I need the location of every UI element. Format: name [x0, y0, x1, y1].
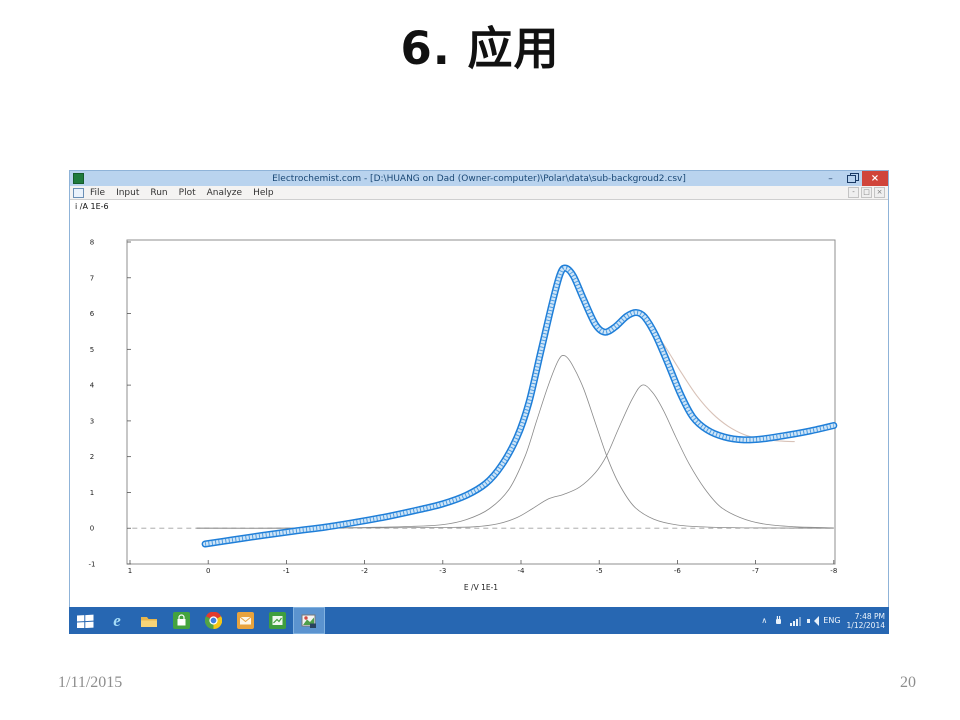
power-plug-icon[interactable]	[773, 615, 784, 626]
svg-text:-1: -1	[283, 567, 290, 575]
restore-icon	[847, 172, 859, 183]
mail-app-icon	[236, 612, 254, 629]
taskbar-item-mail-app[interactable]	[229, 607, 261, 634]
svg-text:-1: -1	[89, 561, 96, 569]
close-button[interactable]: ×	[862, 171, 888, 186]
internet-explorer-icon: e	[113, 611, 121, 630]
menu-bar: File Input Run Plot Analyze Help - □ ×	[70, 186, 888, 200]
taskbar-item-electrochemist-active[interactable]	[293, 607, 325, 634]
svg-text:1: 1	[128, 567, 132, 575]
svg-text:6: 6	[90, 310, 95, 318]
taskbar-item-windows-store[interactable]	[165, 607, 197, 634]
folder-icon	[141, 616, 157, 627]
svg-text:-6: -6	[674, 567, 682, 575]
voltammogram-chart: 1 0 -1 -2 -3 -4 -5 -6 -7 -8 8 7 6 5 4 3 2 1 0 -1 E /V 1E-1	[89, 239, 838, 592]
svg-text:-5: -5	[596, 567, 603, 575]
clock[interactable]: 7:48 PM 1/12/2014	[847, 612, 885, 630]
svg-text:5: 5	[90, 346, 94, 354]
electrochemist-window: Electrochemist.com - [D:\HUANG on Dad (O…	[69, 170, 889, 607]
svg-text:2: 2	[90, 453, 94, 461]
app-icon	[73, 173, 84, 184]
slide-page-number: 20	[900, 674, 916, 691]
menu-item-file[interactable]: File	[90, 187, 106, 198]
svg-text:4: 4	[90, 382, 95, 390]
restore-button[interactable]	[841, 171, 862, 186]
svg-text:0: 0	[90, 525, 94, 533]
green-app-icon	[268, 612, 286, 629]
taskbar-item-green-app[interactable]	[261, 607, 293, 634]
svg-text:-4: -4	[518, 567, 526, 575]
window-titlebar[interactable]: Electrochemist.com - [D:\HUANG on Dad (O…	[70, 171, 888, 186]
clock-time: 7:48 PM	[854, 611, 885, 621]
minimize-button[interactable]: –	[828, 173, 833, 184]
language-indicator[interactable]: ENG	[823, 616, 841, 625]
menu-item-input[interactable]: Input	[116, 187, 140, 198]
electrochemist-app-icon	[301, 614, 316, 628]
network-icon[interactable]	[790, 616, 802, 626]
system-tray: ∧ ENG 7:48 PM 1/12/2014	[761, 607, 889, 634]
svg-text:-8: -8	[830, 567, 837, 575]
svg-text:-3: -3	[439, 567, 446, 575]
window-title: Electrochemist.com - [D:\HUANG on Dad (O…	[272, 173, 686, 184]
store-icon	[172, 612, 190, 629]
mdi-control-restore[interactable]: □	[861, 187, 872, 198]
tray-expand-icon[interactable]: ∧	[761, 616, 768, 625]
svg-text:1: 1	[90, 489, 94, 497]
svg-text:0: 0	[206, 567, 210, 575]
svg-text:-2: -2	[361, 567, 368, 575]
menu-items: File Input Run Plot Analyze Help	[90, 188, 285, 198]
clock-date: 1/12/2014	[846, 620, 885, 630]
svg-text:7: 7	[90, 274, 94, 282]
svg-text:8: 8	[90, 239, 94, 247]
windows-logo-icon	[76, 614, 93, 628]
speaker-icon[interactable]	[807, 615, 820, 626]
menu-item-help[interactable]: Help	[253, 187, 274, 198]
start-button[interactable]	[69, 607, 101, 634]
slide-footer-date: 1/11/2015	[58, 674, 123, 691]
chart-client-area: i /A 1E-6 1 0 -1 -2 -3 -4 -5 -6 -7 -8 8 7 6 5 4 3 2 1 0 -1 E…	[70, 200, 888, 607]
mdi-document-icon[interactable]	[73, 187, 84, 198]
svg-text:3: 3	[90, 417, 94, 425]
menu-item-plot[interactable]: Plot	[178, 187, 196, 198]
y-axis-title: i /A 1E-6	[75, 202, 109, 211]
menu-item-run[interactable]: Run	[150, 187, 168, 198]
mdi-control-minimize[interactable]: -	[848, 187, 859, 198]
svg-text:E /V 1E-1: E /V 1E-1	[464, 583, 498, 592]
taskbar-item-file-explorer[interactable]	[133, 607, 165, 634]
menu-item-analyze[interactable]: Analyze	[206, 187, 243, 198]
taskbar: e	[69, 607, 889, 634]
slide-title: 6. 应用	[400, 22, 560, 75]
svg-text:-7: -7	[752, 567, 759, 575]
taskbar-item-internet-explorer[interactable]: e	[101, 607, 133, 634]
taskbar-item-chrome[interactable]	[197, 607, 229, 634]
app-screenshot: Electrochemist.com - [D:\HUANG on Dad (O…	[69, 170, 889, 634]
mdi-window-controls: - □ ×	[848, 187, 885, 198]
chrome-icon	[204, 612, 222, 629]
mdi-control-close[interactable]: ×	[874, 187, 885, 198]
